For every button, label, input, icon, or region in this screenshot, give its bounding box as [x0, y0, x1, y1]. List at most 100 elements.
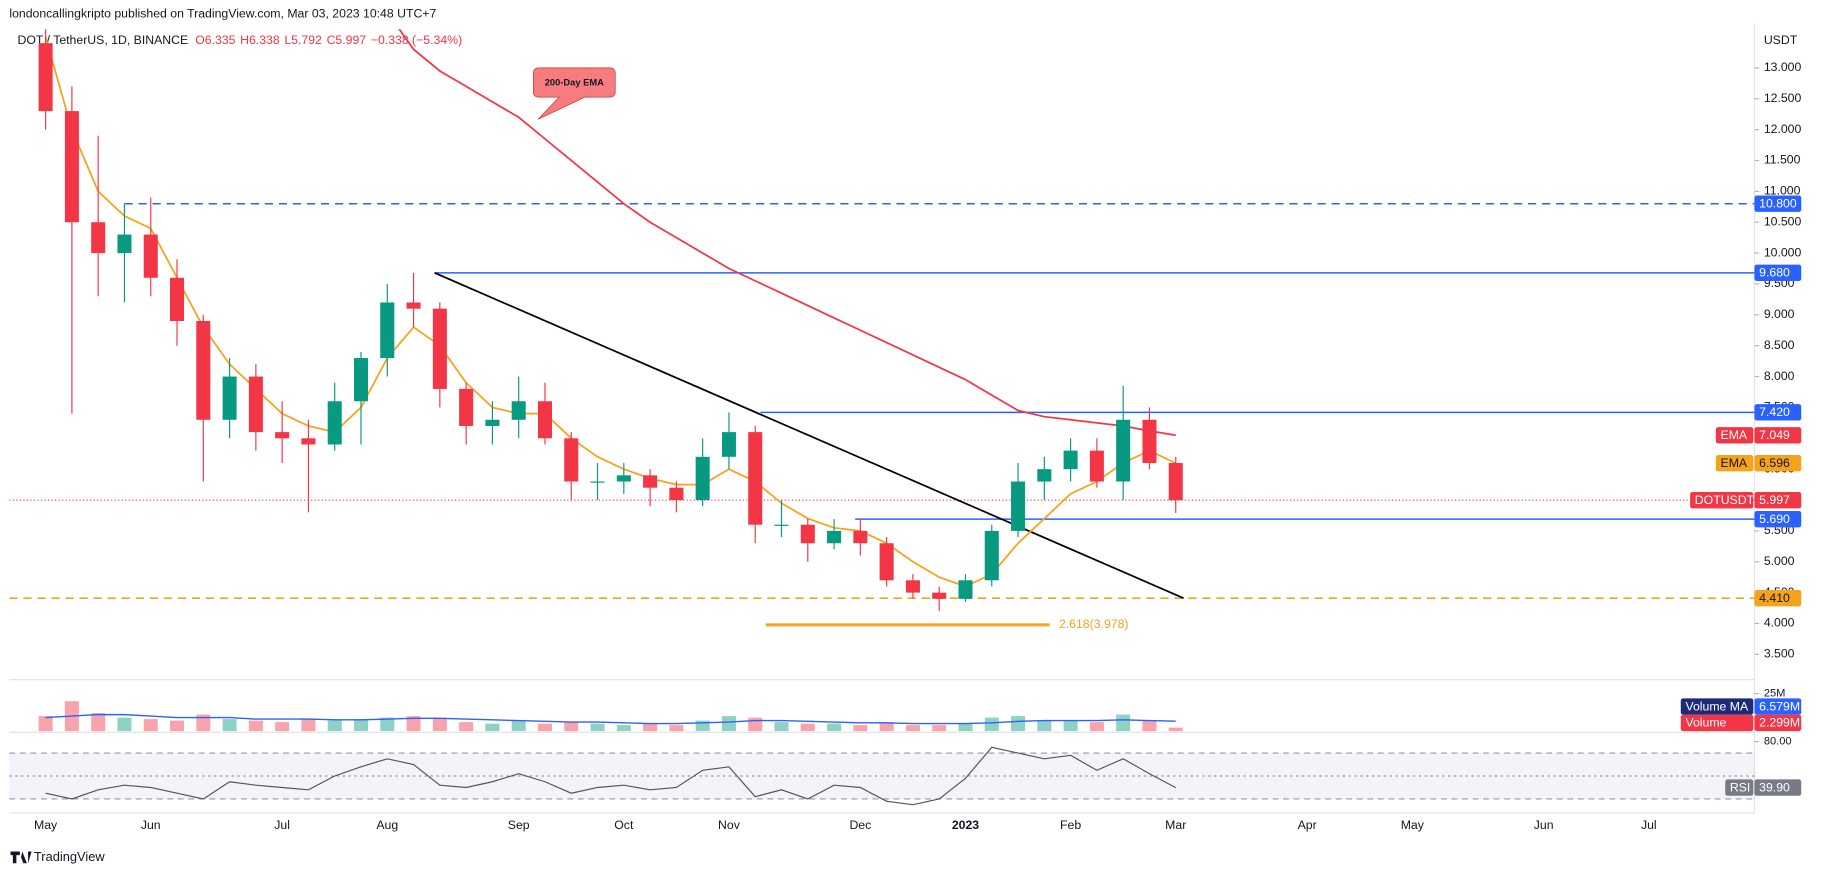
candle-body	[459, 388, 474, 426]
ema-value-box	[1754, 427, 1802, 444]
candle-body	[1063, 450, 1078, 470]
candle-body	[669, 487, 684, 501]
volume-bar	[827, 723, 842, 732]
volume-bar	[643, 723, 658, 732]
volume-bar	[1142, 720, 1157, 732]
volume-bar	[879, 722, 894, 732]
volume-bar	[695, 720, 710, 732]
candle-body	[643, 475, 658, 488]
y-tick-label: 12.500	[1764, 91, 1802, 105]
volume-bar	[275, 722, 290, 732]
candle-body	[1037, 469, 1052, 482]
ema-name-box	[1715, 455, 1754, 472]
y-tick-label: 12.000	[1764, 122, 1802, 136]
level-label-box	[1754, 510, 1802, 528]
candle-body	[64, 111, 79, 223]
candle-body	[1089, 450, 1104, 482]
x-tick-label: Aug	[376, 818, 398, 832]
ohlc: O6.335	[195, 33, 235, 47]
candle-body	[511, 401, 526, 420]
ema-value: 6.596	[1759, 456, 1790, 470]
y-tick-label: 9.000	[1764, 307, 1795, 321]
candle-body	[117, 234, 132, 254]
candle-body	[1116, 419, 1131, 482]
volume-bar	[774, 722, 789, 732]
volume-bar	[1089, 722, 1104, 732]
x-tick-label: Mar	[1165, 818, 1186, 832]
candle-body	[301, 438, 316, 445]
volume-bar	[984, 717, 999, 732]
rsi-name: RSI	[1730, 780, 1750, 794]
y-tick-label: 11.500	[1764, 153, 1801, 167]
last-price-value-box	[1754, 492, 1802, 509]
candle-body	[196, 320, 211, 420]
symbol: DOT / TetherUS, 1D, BINANCE	[18, 33, 189, 47]
volume-legend-value-box	[1754, 714, 1802, 732]
rsi-tick-label: 80.00	[1764, 736, 1792, 748]
candle-body	[721, 432, 736, 457]
volume-legend-value: 2.299M	[1759, 716, 1800, 730]
volume-bar	[301, 719, 316, 732]
x-tick-label: Jun	[1534, 818, 1554, 832]
volume-bar	[1063, 720, 1078, 732]
x-tick-label: Apr	[1298, 818, 1317, 832]
candle-body	[827, 530, 842, 544]
y-tick-label: 13.000	[1764, 60, 1802, 74]
x-tick-label: Oct	[614, 818, 634, 832]
candle-body	[485, 419, 500, 426]
candle-body	[748, 432, 763, 525]
y-tick-label: 3.500	[1764, 647, 1795, 661]
volume-bar	[800, 723, 815, 732]
candle-body	[353, 358, 369, 402]
volume-bar	[669, 725, 684, 732]
volume-bar	[905, 725, 920, 732]
x-tick-label: Sep	[508, 818, 530, 832]
candle-body	[275, 432, 290, 439]
last-price-value: 5.997	[1759, 493, 1790, 507]
candle-body	[879, 543, 894, 581]
level-label: 5.690	[1759, 512, 1790, 526]
volume-bar	[1168, 727, 1183, 732]
brand: TradingView	[34, 849, 105, 864]
chart-title: DOT / TetherUS, 1D, BINANCE O6.335 H6.338 L…	[18, 33, 463, 47]
ohlc: L5.792	[284, 33, 322, 47]
volume-bar	[222, 719, 237, 732]
ema-line	[398, 29, 1176, 437]
last-price-name: DOTUSDT	[1695, 493, 1755, 507]
ohlc: C5.997	[327, 33, 367, 47]
volume-bar	[170, 720, 185, 732]
candle-body	[248, 376, 263, 433]
volume-bar	[1011, 716, 1026, 732]
volume-bar	[590, 723, 605, 732]
volume-bar	[1037, 720, 1052, 732]
volume-bar	[91, 713, 106, 732]
candle-body	[432, 308, 447, 389]
candle-body	[590, 481, 605, 483]
rsi-name-box	[1725, 779, 1754, 796]
volume-legend-name-box	[1680, 714, 1754, 732]
last-price-name-box	[1690, 492, 1754, 509]
volume-legend-value-box	[1754, 698, 1802, 715]
x-tick-label: Jun	[141, 818, 161, 832]
level-label: 9.680	[1759, 266, 1790, 280]
volume-bar	[117, 717, 132, 732]
volume-legend-value: 6.579M	[1759, 699, 1800, 713]
candle-body	[774, 524, 789, 526]
volume-bar	[380, 717, 395, 732]
volume-bar	[748, 717, 763, 732]
volume-bar	[327, 720, 342, 732]
level-label-box	[1754, 590, 1802, 607]
candle-body	[800, 524, 815, 544]
candle-body	[327, 401, 342, 445]
volume-bar	[485, 723, 500, 732]
volume-bar	[459, 722, 474, 732]
candle-body	[853, 530, 868, 544]
candle-body	[932, 592, 947, 599]
volume-legend-name: Volume	[1685, 716, 1726, 730]
candle-body	[905, 580, 920, 593]
volume-bar	[537, 723, 552, 732]
volume-bar	[196, 714, 211, 732]
level-label: 7.420	[1759, 405, 1790, 419]
volume-bar	[432, 717, 447, 732]
